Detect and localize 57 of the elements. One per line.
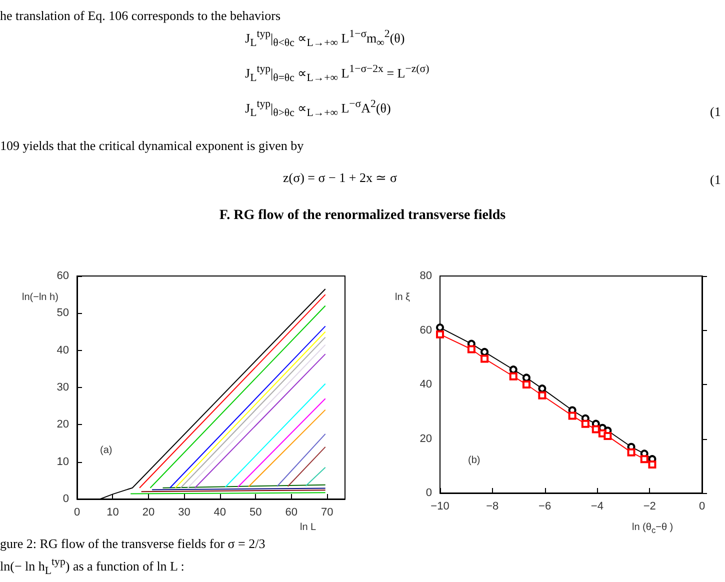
x-tick-label: 60: [285, 506, 298, 518]
y-tick-label: 50: [56, 307, 69, 320]
x-axis-title: ln (θ$_{c}$−θ ): [632, 522, 674, 535]
y-tick-label: 30: [56, 382, 69, 394]
point: [640, 455, 648, 464]
y-tick-label: 80: [420, 270, 432, 282]
text: J$_{L}$$^{typ}$|$_{θ=θc}$ ∝$_{L→+∞}$ L$^{1−σ−2x}$ = L$^{−z(σ)}$: [245, 63, 430, 84]
point: [509, 372, 518, 380]
x-tick-label: 0: [74, 506, 80, 518]
y-axis-title: ln(−ln h): [22, 292, 58, 303]
text: F. RG flow of the renormalized transverse fields: [218, 208, 507, 224]
y-tick-label: 40: [56, 344, 69, 356]
point: [480, 354, 489, 363]
point: [592, 425, 600, 434]
y-axis-title: ln ξ: [395, 292, 410, 303]
y-tick-label: 20: [56, 418, 69, 431]
x-tick-label: 40: [214, 506, 226, 518]
x-tick-label: −4: [590, 500, 604, 512]
point: [538, 391, 546, 400]
x-tick-label: −8: [486, 500, 499, 512]
x-tick-label: −10: [430, 500, 450, 512]
point: [648, 460, 656, 469]
point: [581, 420, 590, 428]
point: [568, 412, 576, 420]
text: ln(− ln h$_{L}$$^{typ}$) as a function of ln L :: [0, 556, 184, 577]
text: (1: [710, 172, 721, 188]
point: [480, 348, 489, 356]
text: he translation of Eq. 106 corresponds to the behaviors: [0, 8, 281, 24]
x-axis-title: ln L: [300, 522, 316, 533]
annotation: (a): [100, 445, 112, 456]
point: [467, 345, 476, 354]
x-tick-label: 30: [178, 506, 190, 518]
x-tick-label: 20: [142, 506, 155, 518]
text: gure 2: RG flow of the transverse fields for σ = 2/3: [0, 536, 266, 552]
text: J$_{L}$$^{typ}$|$_{θ>θc}$ ∝$_{L→+∞}$ L$^{−σ}$A$^{2}$(θ): [245, 98, 391, 119]
point: [627, 448, 636, 456]
text: z(σ) = σ − 1 + 2x ≃ σ: [283, 170, 397, 186]
point: [522, 380, 530, 388]
point: [604, 432, 612, 440]
point: [436, 330, 444, 338]
x-tick-label: 50: [250, 506, 262, 518]
x-tick-label: 0: [698, 500, 706, 512]
y-tick-label: 60: [420, 324, 432, 336]
x-tick-label: 70: [321, 506, 334, 518]
text: (1: [710, 104, 721, 120]
x-tick-label: 10: [106, 506, 119, 518]
text: 109 yields that the critical dynamical exponent is given by: [0, 138, 304, 154]
y-tick-label: 40: [420, 378, 432, 390]
y-tick-label: 10: [56, 456, 69, 468]
y-tick-label: 20: [420, 432, 432, 445]
y-tick-label: 0: [62, 493, 69, 505]
x-tick-label: −2: [643, 500, 656, 512]
annotation: (b): [468, 455, 480, 466]
y-tick-label: 60: [56, 270, 69, 282]
x-tick-label: −6: [538, 500, 552, 512]
text: J$_{L}$$^{typ}$|$_{θ<θc}$ ∝$_{L→+∞}$ L$^{1−σ}$m$_{∞}$$^{2}$(θ): [245, 28, 405, 49]
y-tick-label: 0: [426, 487, 432, 499]
